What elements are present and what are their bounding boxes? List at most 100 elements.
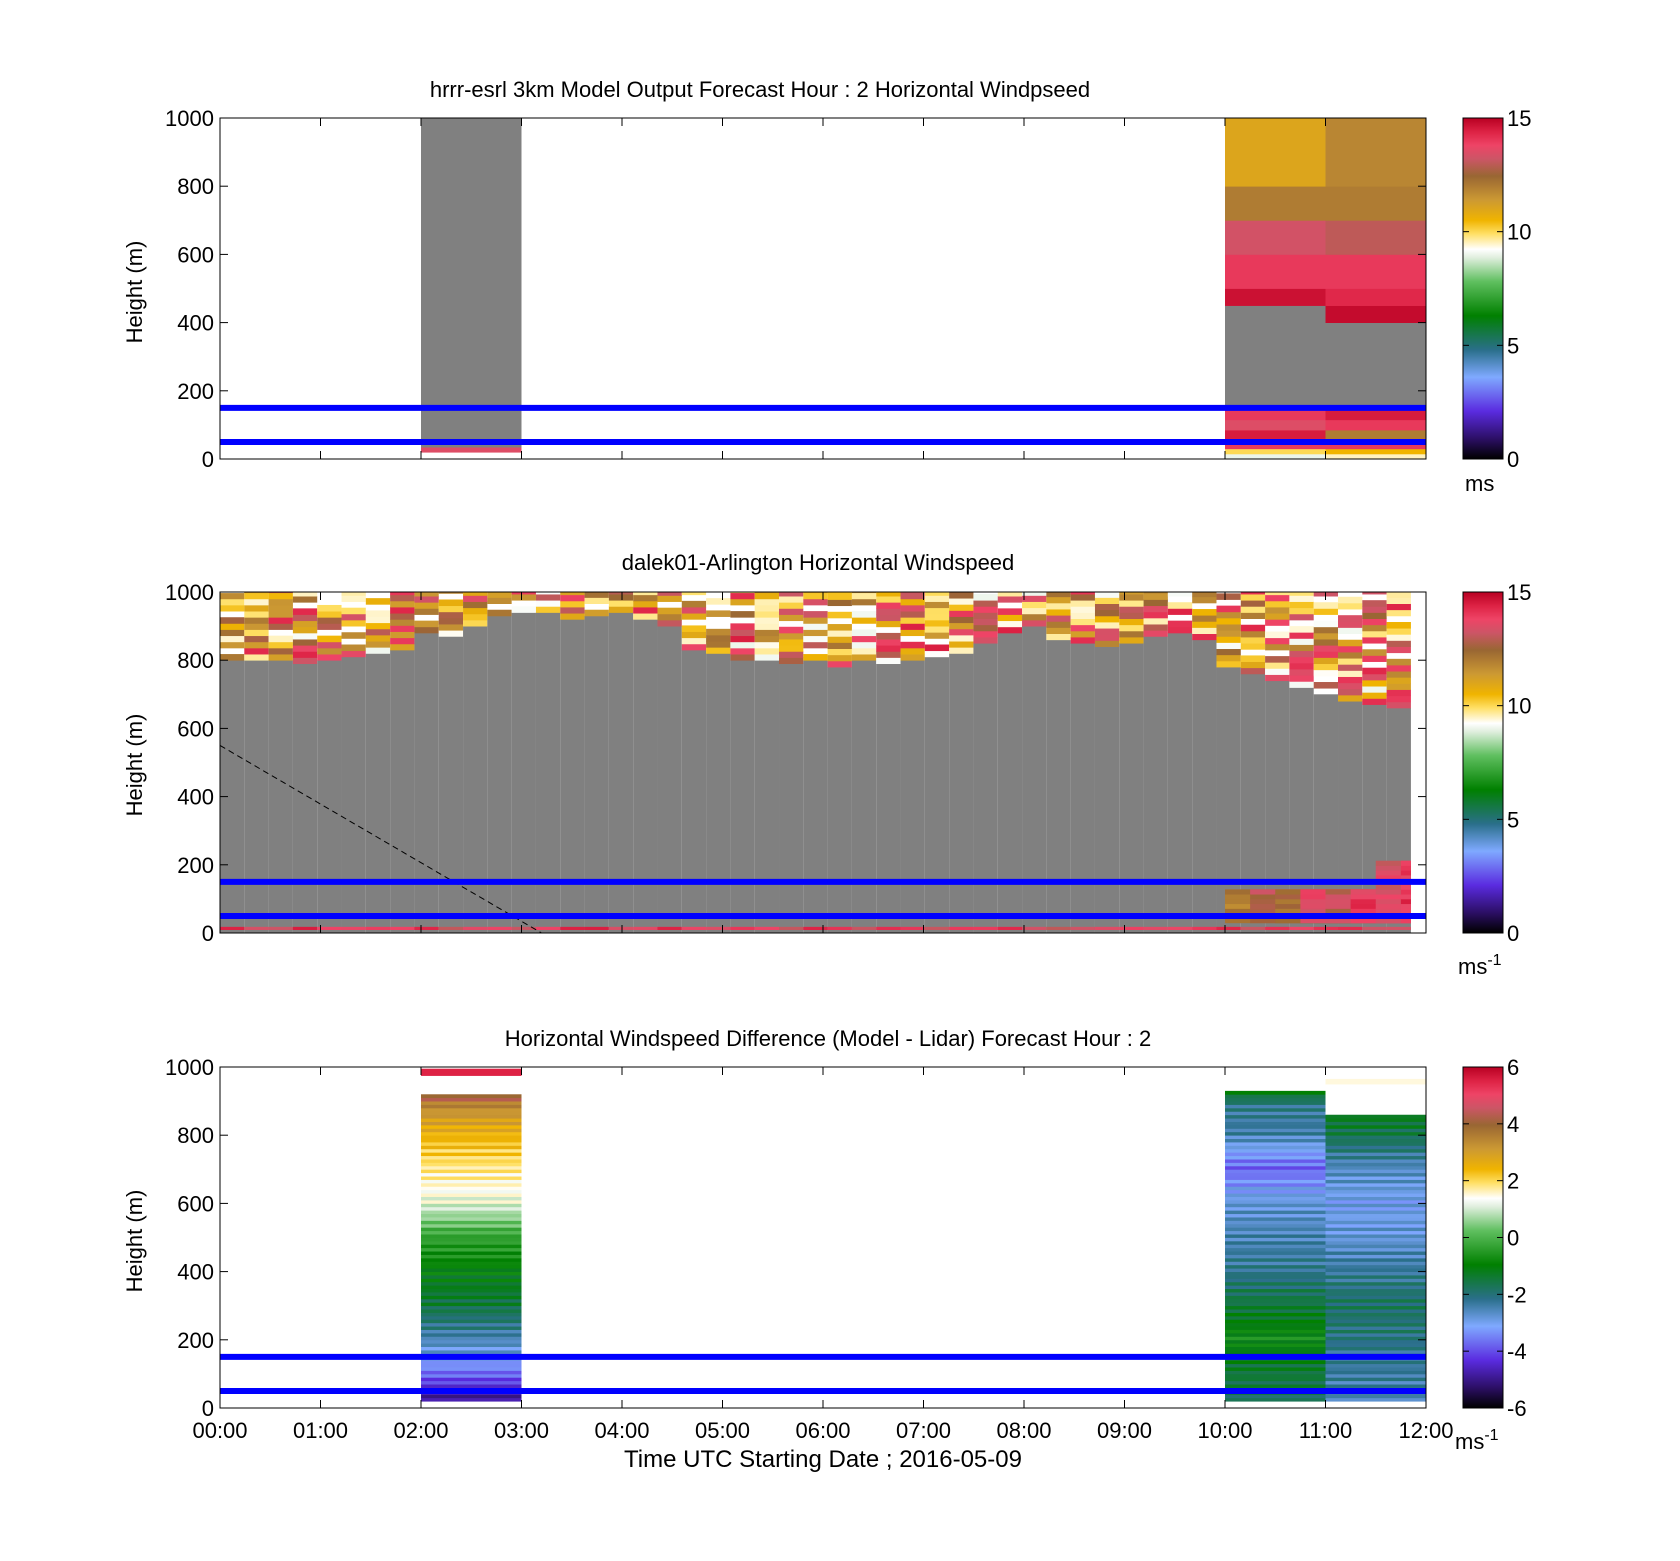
- heatmap-cell: [1225, 1114, 1326, 1119]
- heatmap-cell: [341, 613, 366, 621]
- heatmap-cell: [608, 606, 634, 613]
- heatmap-cell: [390, 607, 415, 614]
- heatmap-cell: [706, 598, 731, 605]
- heatmap-cell: [949, 628, 974, 636]
- heatmap-cell: [421, 1339, 522, 1344]
- heatmap-cell: [1225, 1275, 1326, 1279]
- heatmap-cell: [511, 926, 536, 930]
- heatmap-cell: [1338, 645, 1363, 653]
- heatmap-cell: [220, 635, 245, 643]
- heatmap-cell: [1325, 1121, 1426, 1126]
- heatmap-cell: [1240, 600, 1266, 607]
- heatmap-cell: [1225, 1179, 1326, 1184]
- heatmap-cell: [1325, 1343, 1426, 1348]
- heatmap-cell: [390, 613, 415, 620]
- colorbar-tick-label: 6: [1507, 1055, 1519, 1080]
- heatmap-cell: [341, 650, 366, 658]
- heatmap-cell: [681, 607, 707, 614]
- heatmap-cell: [317, 654, 342, 661]
- heatmap-cell: [1225, 288, 1326, 306]
- heatmap-cell: [1325, 1298, 1426, 1303]
- y-tick-label: 600: [177, 716, 214, 741]
- heatmap-cell: [1225, 1155, 1326, 1160]
- heatmap-cell: [421, 1121, 522, 1126]
- heatmap-cell: [779, 926, 804, 930]
- axis-ticks: [219, 1066, 1427, 1409]
- heatmap-cell: [1216, 660, 1241, 668]
- heatmap-cell: [1325, 1206, 1426, 1211]
- heatmap-cell: [1289, 592, 1314, 596]
- heatmap-cell: [949, 592, 974, 599]
- heatmap-cell: [487, 615, 512, 934]
- heatmap-cell: [633, 594, 658, 602]
- heatmap-cell: [1325, 1332, 1426, 1337]
- heatmap-cell: [438, 617, 464, 625]
- heatmap-cell: [1046, 615, 1071, 622]
- heatmap-cell: [803, 926, 828, 930]
- heatmap-cell: [900, 623, 925, 630]
- heatmap-cell: [421, 1165, 522, 1170]
- heatmap-cell: [803, 623, 828, 630]
- heatmap-cell: [754, 629, 779, 637]
- heatmap-cell: [341, 592, 366, 596]
- heatmap-cell: [1022, 595, 1047, 602]
- heatmap-cell: [1325, 1373, 1426, 1378]
- heatmap-cell: [220, 592, 245, 594]
- heatmap-cell: [1046, 639, 1071, 934]
- heatmap-cell: [876, 592, 901, 597]
- heatmap-cell: [730, 592, 755, 594]
- heatmap-cell: [244, 611, 269, 618]
- heatmap-cell: [730, 592, 755, 600]
- heatmap-cell: [608, 594, 634, 601]
- heatmap-cell: [1386, 677, 1411, 684]
- heatmap-cell: [827, 592, 852, 594]
- heatmap-cell: [997, 632, 1023, 934]
- y-tick-label: 200: [177, 1328, 214, 1353]
- heatmap-cell: [1325, 1172, 1426, 1177]
- heatmap-cell: [1325, 1203, 1426, 1208]
- heatmap-cell: [1167, 608, 1193, 615]
- heatmap-cell: [1325, 1251, 1426, 1255]
- heatmap-cell: [1225, 1377, 1326, 1382]
- heatmap-cell: [1225, 1281, 1326, 1286]
- heatmap-cell: [779, 602, 804, 609]
- heatmap-cell: [1313, 608, 1339, 615]
- heatmap-cell: [706, 634, 731, 642]
- heatmap-cell: [1119, 594, 1144, 601]
- colorbar-tick-labels: -6 -4 -2 0 2 4 6: [1463, 1055, 1527, 1421]
- heatmap-cell: [1375, 894, 1411, 900]
- heatmap-cell: [851, 598, 877, 606]
- x-tick-label: 12:00: [1398, 1418, 1453, 1443]
- heatmap-cell: [414, 608, 439, 615]
- heatmap-cell: [1325, 1176, 1426, 1180]
- heatmap-cell: [1325, 1360, 1426, 1365]
- heatmap-cell: [851, 611, 877, 618]
- heatmap-cell: [1070, 630, 1095, 638]
- heatmap-cell: [1386, 597, 1411, 604]
- heatmap-cell: [220, 617, 245, 624]
- heatmap-cell: [681, 625, 707, 632]
- heatmap-cell: [1289, 601, 1314, 609]
- heatmap-cell: [1216, 630, 1241, 637]
- heatmap-cell: [421, 1380, 522, 1385]
- heatmap-cell: [268, 617, 293, 624]
- heatmap-cell: [1325, 1142, 1426, 1146]
- heatmap-cell: [1225, 1278, 1326, 1283]
- heatmap-cell: [997, 626, 1023, 634]
- heatmap-cell: [463, 926, 488, 930]
- heatmap-cell: [1386, 634, 1411, 641]
- heatmap-cell: [341, 926, 366, 930]
- heatmap-cell: [1225, 419, 1326, 431]
- heatmap-cell: [1386, 701, 1411, 709]
- heatmap-cell: [827, 630, 852, 637]
- heatmap-cell: [1325, 1227, 1426, 1232]
- heatmap-cell: [421, 1227, 522, 1232]
- y-tick-label: 200: [177, 379, 214, 404]
- dashed-trend-line: [219, 745, 542, 934]
- heatmap-cell: [851, 592, 877, 594]
- heatmap-cell: [1022, 607, 1047, 615]
- heatmap-cell: [1386, 646, 1411, 654]
- heatmap-cell: [657, 619, 682, 627]
- heatmap-cell: [1325, 1159, 1426, 1163]
- heatmap-cell: [1119, 592, 1144, 595]
